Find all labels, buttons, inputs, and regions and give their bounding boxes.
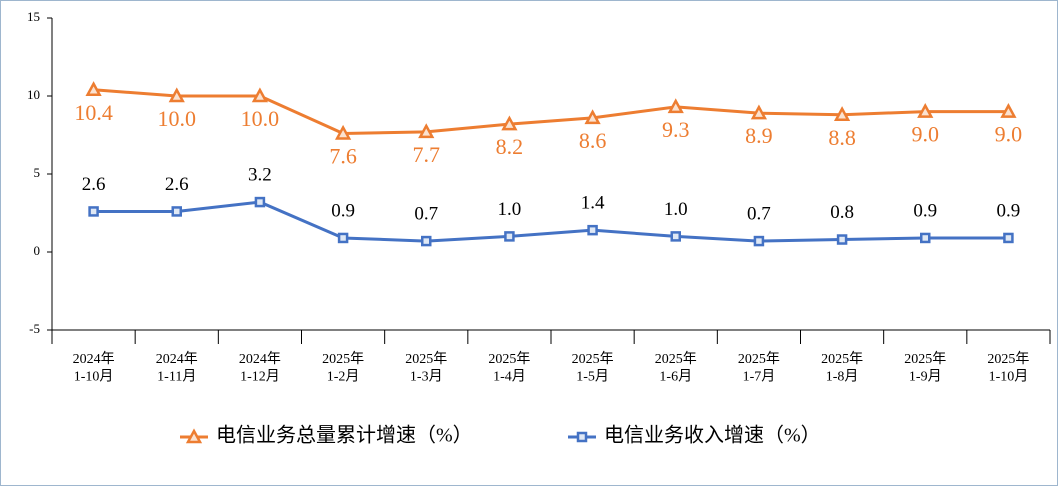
point (753, 235, 765, 247)
data-label: 0.7 (414, 203, 438, 224)
data-label: 2.6 (82, 174, 106, 195)
data-label: 1.4 (581, 193, 605, 214)
data-label: 0.9 (997, 200, 1021, 221)
point (171, 206, 182, 217)
x-tick-label: 2025年 1-2月 (322, 351, 364, 385)
data-label: 2.6 (165, 174, 189, 195)
point (587, 224, 598, 236)
y-tick-label: 0 (34, 243, 41, 258)
data-label: 7.6 (329, 143, 357, 168)
data-label: 8.6 (579, 128, 607, 153)
y-tick-label: 5 (34, 165, 41, 180)
x-tick-label: 2024年 1-10月 (73, 351, 115, 385)
point (337, 232, 349, 244)
point (584, 109, 601, 125)
x-tick-label: 2025年 1-6月 (655, 351, 697, 385)
x-tick-label: 2025年 1-8月 (821, 351, 863, 385)
point (1000, 102, 1017, 118)
data-label: 8.9 (745, 123, 773, 148)
data-label: 8.2 (496, 134, 524, 159)
point (334, 124, 352, 140)
legend-label: 电信业务总量累计增速（%） (216, 424, 473, 447)
data-label: 1.0 (498, 199, 522, 220)
legend-marker (185, 428, 203, 444)
x-tick-label: 2025年 1-7月 (738, 351, 780, 385)
point (251, 87, 269, 103)
data-label: 0.9 (331, 200, 355, 221)
data-label: 10.0 (158, 106, 197, 131)
x-tick-label: 2025年 1-9月 (904, 351, 946, 385)
x-tick-label: 2025年 1-4月 (488, 351, 530, 385)
point (836, 234, 848, 245)
point (670, 231, 681, 242)
series-line (93, 88, 1009, 135)
point (833, 106, 851, 121)
legend-marker (576, 431, 588, 443)
point (88, 206, 99, 217)
point (917, 102, 934, 118)
data-label: 10.4 (74, 100, 113, 125)
x-tick-label: 2025年 1-5月 (572, 351, 614, 385)
data-label: 3.2 (248, 164, 272, 185)
data-label: 0.8 (830, 202, 854, 223)
data-label: 8.8 (828, 125, 856, 150)
point (254, 196, 266, 208)
x-tick-label: 2025年 1-10月 (987, 351, 1029, 385)
y-tick-label: 10 (27, 87, 40, 102)
data-label: 1.0 (664, 199, 688, 220)
point (920, 232, 931, 244)
point (168, 87, 185, 103)
x-tick-label: 2025年 1-3月 (405, 351, 447, 385)
data-label: 9.0 (995, 122, 1023, 147)
point (667, 98, 684, 114)
data-label: 10.0 (241, 106, 280, 131)
data-label: 0.9 (913, 200, 937, 221)
y-tick-label: 15 (27, 9, 40, 24)
data-label: 0.7 (747, 203, 771, 224)
data-label: 9.0 (912, 122, 940, 147)
series-line (93, 200, 1009, 243)
legend-label: 电信业务收入增速（%） (604, 424, 821, 447)
data-label: 7.7 (413, 142, 441, 167)
point (85, 81, 102, 97)
point (421, 235, 432, 247)
point (750, 104, 768, 120)
point (501, 115, 518, 131)
y-tick-label: -5 (29, 321, 40, 336)
data-label: 9.3 (662, 117, 690, 142)
x-tick-label: 2024年 1-11月 (156, 351, 198, 385)
point (1003, 232, 1014, 244)
point (418, 123, 435, 139)
point (504, 231, 515, 242)
x-tick-label: 2024年 1-12月 (239, 351, 281, 385)
